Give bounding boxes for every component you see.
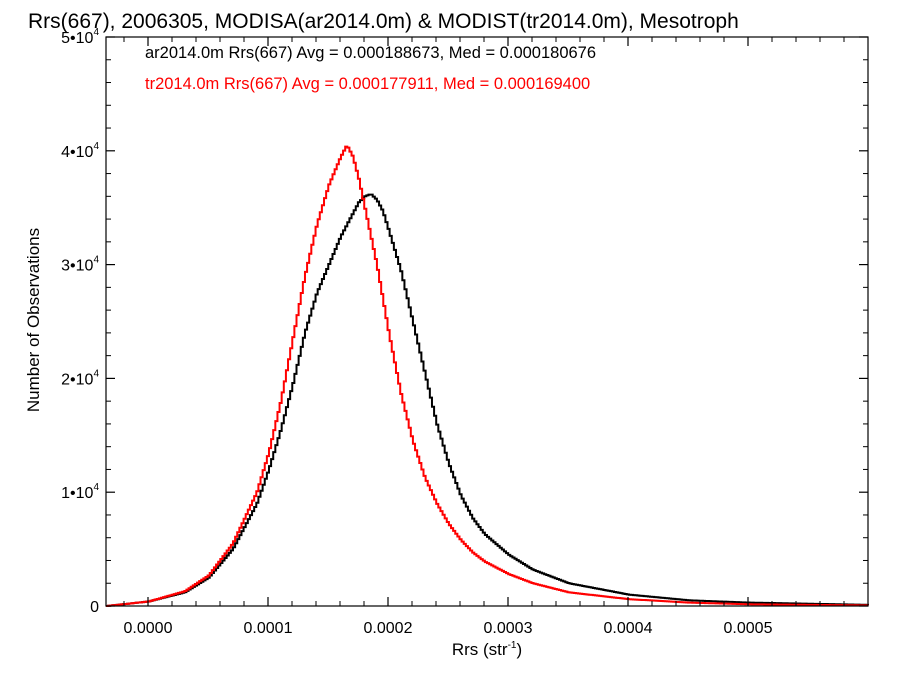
- x-axis-title: Rrs (str-1): [452, 640, 522, 659]
- x-axis: 0.0000 0.0001 0.0002 0.0003 0.0004 0.0005: [123, 37, 845, 637]
- y-tick-label: 2•104: [61, 368, 99, 388]
- x-tick-label: 0.0004: [604, 620, 653, 637]
- y-tick-label: 5•104: [61, 27, 99, 47]
- y-tick-label: 4•104: [61, 141, 99, 161]
- series-line-ar2014-0m: [106, 193, 869, 607]
- x-axis-title-sup: -1: [508, 640, 517, 651]
- legend-entry-tr2014: tr2014.0m Rrs(667) Avg = 0.000177911, Me…: [145, 75, 590, 93]
- x-tick-label: 0.0001: [244, 620, 293, 637]
- chart-title: Rrs(667), 2006305, MODISA(ar2014.0m) & M…: [28, 10, 739, 33]
- x-tick-label: 0.0003: [484, 620, 533, 637]
- y-tick-label: 0: [90, 599, 99, 616]
- plot-frame: [105, 36, 869, 607]
- x-tick-label: 0.0000: [124, 620, 173, 637]
- y-axis: 0 1•104 2•104 3•104 4•104 5•104: [61, 27, 868, 616]
- y-tick-label: 3•104: [61, 255, 99, 275]
- x-tick-label: 0.0002: [364, 620, 413, 637]
- x-axis-title-end: ): [516, 640, 522, 659]
- y-tick-label: 1•104: [61, 482, 99, 502]
- y-axis-title: Number of Observations: [24, 228, 43, 412]
- series-line-tr2014-0m: [106, 145, 869, 607]
- x-axis-title-main: Rrs (str: [452, 640, 508, 659]
- legend-entry-ar2014: ar2014.0m Rrs(667) Avg = 0.000188673, Me…: [145, 44, 596, 62]
- x-tick-label: 0.0005: [724, 620, 773, 637]
- series-layer: [106, 145, 869, 607]
